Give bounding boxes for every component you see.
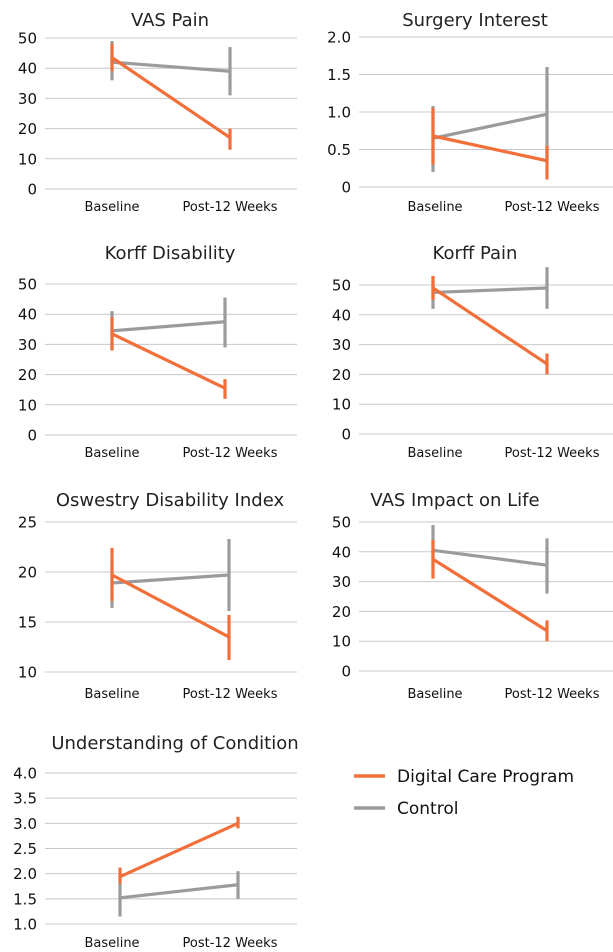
y-tick-label: 40 [18,60,37,78]
series-dcp [110,44,232,150]
y-tick-label: 2.0 [327,29,351,47]
legend: Digital Care Program Control [354,767,574,819]
series-dcp [110,317,227,399]
y-tick-label: 1.0 [13,916,37,934]
chart-title: Surgery Interest [402,10,548,31]
y-tick-label: 10 [332,396,351,414]
x-tick-label: Post-12 Weeks [505,687,600,702]
y-tick-label: 4.0 [13,765,37,783]
chart-panel-6: VAS Impact on Life 0 10 20 30 40 50 Baseline Pos… [332,490,613,702]
y-tick-label: 30 [18,336,37,354]
series-dcp [110,548,231,660]
chart-title: Korff Disability [105,243,236,264]
series-control [118,871,240,917]
series-dcp [431,276,549,375]
y-tick-label: 40 [18,306,37,324]
y-tick-label: 40 [332,306,351,324]
series-line [431,548,549,567]
x-tick-label: Post-12 Weeks [183,446,278,461]
y-tick-label: 20 [18,366,37,384]
y-tick-label: 1.5 [327,66,351,84]
chart-title: VAS Pain [131,10,209,31]
y-tick-label: 40 [332,543,351,561]
chart-panel-4: Korff Pain 0 10 20 30 40 50 Baseline Post-12 Wee… [332,243,613,461]
y-tick-label: 3.0 [13,815,37,833]
y-tick-label: 25 [18,514,37,532]
x-tick-label: Post-12 Weeks [183,687,278,702]
chart-title: Korff Pain [433,243,518,264]
chart-panel-2: Surgery Interest 0 0.5 1.0 1.5 2.0 Baseline Pos… [327,10,613,215]
chart-title: Understanding of Condition [51,733,298,754]
series-line [110,56,232,140]
series-dcp [431,108,549,180]
x-tick-label: Post-12 Weeks [505,200,600,215]
x-tick-label: Baseline [407,200,462,215]
y-tick-label: 10 [18,396,37,414]
legend-label-dcp: Digital Care Program [397,767,574,787]
y-tick-label: 10 [18,664,37,682]
series-control [110,539,231,611]
series-line [431,112,549,140]
y-tick-label: 30 [332,573,351,591]
series-control [431,267,549,309]
series-control [431,524,549,594]
y-tick-label: 2.5 [13,840,37,858]
x-tick-label: Baseline [84,446,139,461]
y-tick-label: 20 [332,366,351,384]
series-line [431,286,549,295]
x-tick-label: Post-12 Weeks [505,446,600,461]
series-line [118,821,240,879]
series-line [110,320,227,333]
x-tick-label: Baseline [407,687,462,702]
series-line [431,286,549,366]
x-tick-label: Baseline [84,687,139,702]
series-line [110,60,232,73]
chart-title: VAS Impact on Life [370,490,539,511]
x-tick-label: Baseline [84,936,139,951]
series-line [431,134,549,163]
chart-panel-5: Oswestry Disability Index 10 15 20 25 Baselin… [18,490,297,702]
legend-label-control: Control [397,799,458,819]
y-tick-label: 0.5 [327,141,351,159]
y-tick-label: 20 [18,120,37,138]
y-tick-label: 20 [18,564,37,582]
chart-panel-7: Understanding of Condition 1.0 1.5 2.0 2.5 3.… [13,733,299,951]
y-tick-label: 0 [27,427,37,445]
series-dcp [118,816,240,884]
x-tick-label: Post-12 Weeks [183,936,278,951]
y-tick-label: 0 [341,179,351,197]
y-tick-label: 15 [18,614,37,632]
y-tick-label: 1.5 [13,890,37,908]
series-line [110,573,231,585]
series-line [118,883,240,900]
y-tick-label: 10 [18,150,37,168]
series-dcp [431,539,549,642]
y-tick-label: 2.0 [13,865,37,883]
y-tick-label: 20 [332,603,351,621]
y-tick-label: 30 [18,90,37,108]
series-line [110,573,231,639]
series-line [431,557,549,633]
y-tick-label: 10 [332,633,351,651]
x-tick-label: Baseline [407,446,462,461]
y-tick-label: 50 [18,30,37,48]
y-tick-label: 50 [332,514,351,532]
y-tick-label: 0 [27,181,37,199]
chart-title: Oswestry Disability Index [56,490,285,511]
y-tick-label: 30 [332,336,351,354]
y-tick-label: 50 [332,277,351,295]
x-tick-label: Post-12 Weeks [183,200,278,215]
y-tick-label: 3.5 [13,790,37,808]
y-tick-label: 1.0 [327,104,351,122]
y-tick-label: 50 [18,276,37,294]
series-line [110,332,227,390]
y-tick-label: 0 [341,663,351,681]
chart-panel-3: Korff Disability 0 10 20 30 40 50 Baseline Post-… [18,243,297,461]
y-tick-label: 0 [341,426,351,444]
x-tick-label: Baseline [84,200,139,215]
chart-panel-1: VAS Pain 0 10 20 30 40 50 Baseline Post-12 Weeks [18,10,297,215]
